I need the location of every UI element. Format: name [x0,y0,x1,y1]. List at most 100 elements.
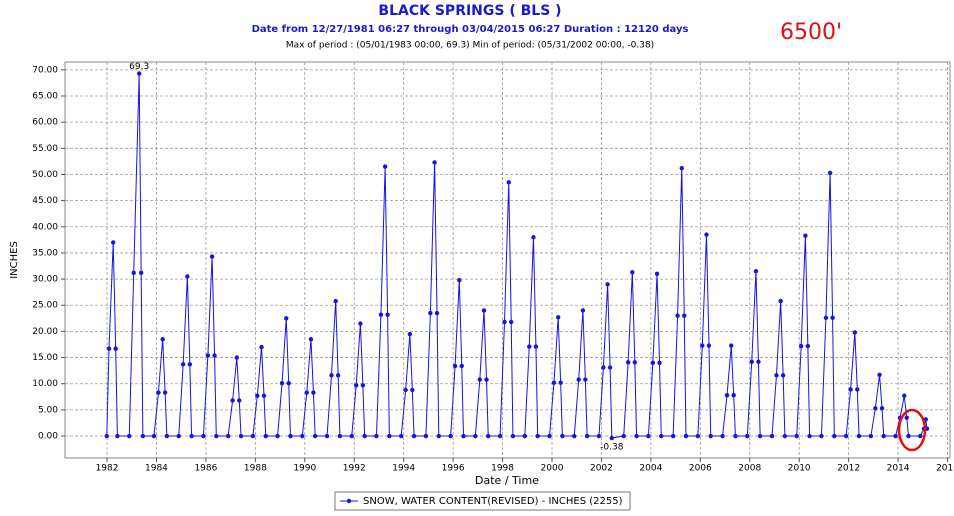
data-point [807,433,812,439]
data-point [459,363,464,369]
point-label: -0.38 [600,443,624,453]
data-point [670,433,676,439]
y-tick-label: 50.00 [32,170,58,180]
data-point [682,313,687,318]
data-point [904,415,909,420]
data-point [902,393,907,398]
data-point [893,433,898,439]
data-point [803,233,808,238]
data-point [757,433,763,439]
data-point [410,387,415,393]
data-point [411,433,417,439]
data-point [657,360,662,365]
data-point [605,282,610,287]
data-point [360,383,366,388]
data-point [805,343,811,349]
x-tick-label: 2016 [936,464,954,474]
y-tick-label: 5.00 [38,405,58,415]
data-point [284,316,289,321]
data-point [584,433,590,439]
data-point [255,393,260,398]
data-point [263,433,268,439]
data-point [162,390,168,395]
data-point [881,433,886,439]
data-point [782,433,788,439]
data-point [337,433,343,439]
y-tick-label: 15.00 [32,353,58,363]
highlight-circle [897,408,927,452]
data-point [382,164,388,169]
data-point [312,433,318,439]
data-point [731,393,736,398]
y-tick-label: 25.00 [32,301,58,311]
data-point [632,360,638,365]
data-point [607,365,613,370]
y-tick-label: 55.00 [32,144,58,154]
y-tick-label: 30.00 [32,275,58,285]
data-point [630,270,635,275]
y-tick-label: 10.00 [32,379,58,389]
data-point [230,398,235,403]
x-tick-label: 1998 [491,464,514,474]
data-point [794,433,799,439]
data-point [679,165,684,171]
data-point [324,433,330,439]
data-point [176,433,181,439]
data-point [374,433,379,439]
data-point [745,433,750,439]
data-point [778,298,783,304]
data-point [769,433,775,439]
data-point [724,393,730,398]
data-point [457,277,462,283]
data-point [486,433,491,439]
data-point [753,269,759,274]
data-point [827,170,833,176]
data-point [535,433,540,439]
legend-label: SNOW, WATER CONTENT(REVISED) - INCHES (2… [363,496,623,507]
data-point [819,433,824,439]
data-point [205,353,211,358]
data-point [436,433,441,439]
data-point [873,406,878,411]
data-point [452,363,458,369]
data-point [774,373,779,378]
data-point [509,319,514,325]
data-point [250,433,256,439]
data-point [510,433,516,439]
x-tick-label: 1990 [293,464,316,474]
data-point [111,240,116,245]
data-point [843,433,849,439]
data-point [354,383,359,388]
data-point [259,344,264,350]
data-point [304,390,309,395]
x-tick-label: 1988 [244,464,267,474]
data-point [533,344,539,349]
data-point [856,433,862,439]
data-point [180,362,186,367]
x-tick-label: 1986 [194,464,217,474]
data-point [423,433,429,439]
data-point [115,433,120,439]
data-point [580,308,586,313]
data-point [461,433,466,439]
y-tick-label: 70.00 [32,65,58,75]
data-point [877,372,882,378]
data-point [212,353,217,358]
data-point [160,337,165,342]
x-tick-label: 1984 [145,464,168,474]
data-point [237,398,242,403]
data-point [225,433,231,439]
x-tick-label: 2008 [738,464,761,474]
data-point [733,433,738,439]
data-point [300,433,305,439]
data-point [798,343,804,349]
data-point [335,373,341,378]
data-point [378,312,384,317]
x-tick-label: 2000 [541,464,564,474]
data-point [448,433,453,439]
data-point [234,355,240,360]
data-point [749,359,754,364]
x-tick-label: 2002 [590,464,613,474]
data-point [654,271,660,277]
data-point [187,362,193,367]
